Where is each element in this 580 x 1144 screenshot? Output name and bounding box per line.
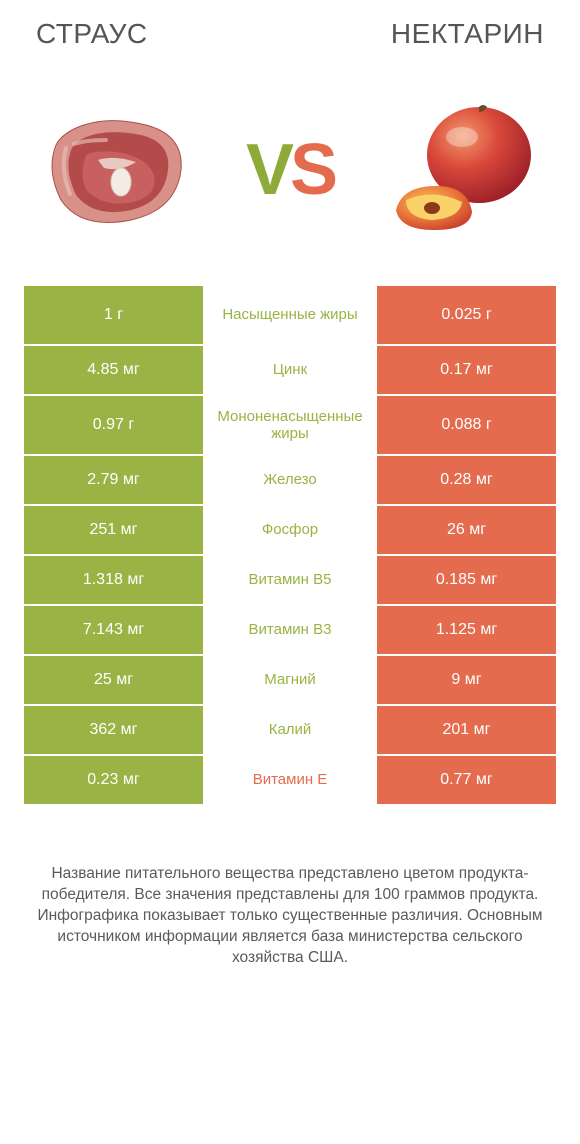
cell-left-value: 2.79 мг bbox=[24, 456, 203, 504]
cell-right-value: 0.17 мг bbox=[377, 346, 556, 394]
cell-nutrient-name: Витамин B5 bbox=[203, 556, 377, 604]
cell-left-value: 25 мг bbox=[24, 656, 203, 704]
table-row: 7.143 мгВитамин B31.125 мг bbox=[24, 606, 556, 654]
cell-left-value: 362 мг bbox=[24, 706, 203, 754]
table-row: 25 мгМагний9 мг bbox=[24, 656, 556, 704]
cell-left-value: 4.85 мг bbox=[24, 346, 203, 394]
table-row: 0.97 гМононенасыщенные жиры0.088 г bbox=[24, 396, 556, 454]
header: СТРАУС НЕКТАРИН bbox=[0, 0, 580, 60]
nectarine-icon bbox=[384, 90, 544, 250]
cell-nutrient-name: Витамин E bbox=[203, 756, 377, 804]
cell-right-value: 0.185 мг bbox=[377, 556, 556, 604]
table-row: 2.79 мгЖелезо0.28 мг bbox=[24, 456, 556, 504]
left-image bbox=[36, 90, 196, 250]
cell-right-value: 0.77 мг bbox=[377, 756, 556, 804]
cell-nutrient-name: Магний bbox=[203, 656, 377, 704]
cell-nutrient-name: Калий bbox=[203, 706, 377, 754]
cell-left-value: 0.23 мг bbox=[24, 756, 203, 804]
cell-left-value: 7.143 мг bbox=[24, 606, 203, 654]
table-row: 251 мгФосфор26 мг bbox=[24, 506, 556, 554]
heading-right: НЕКТАРИН bbox=[391, 18, 544, 50]
table-row: 0.23 мгВитамин E0.77 мг bbox=[24, 756, 556, 804]
cell-left-value: 1.318 мг bbox=[24, 556, 203, 604]
cell-nutrient-name: Цинк bbox=[203, 346, 377, 394]
footer-text: Название питательного вещества представл… bbox=[0, 804, 580, 969]
cell-left-value: 251 мг bbox=[24, 506, 203, 554]
table-row: 1.318 мгВитамин B50.185 мг bbox=[24, 556, 556, 604]
cell-right-value: 0.28 мг bbox=[377, 456, 556, 504]
cell-nutrient-name: Насыщенные жиры bbox=[203, 286, 377, 344]
table-row: 4.85 мгЦинк0.17 мг bbox=[24, 346, 556, 394]
meat-icon bbox=[36, 100, 196, 240]
images-row: VS bbox=[0, 60, 580, 286]
footer-line: Инфографика показывает только существенн… bbox=[37, 907, 467, 924]
footer-line: Все значения представлены для 100 граммо… bbox=[134, 886, 538, 903]
cell-nutrient-name: Мононенасыщенные жиры bbox=[203, 396, 377, 454]
infographic-root: СТРАУС НЕКТАРИН VS bbox=[0, 0, 580, 1144]
cell-nutrient-name: Витамин B3 bbox=[203, 606, 377, 654]
vs-s: S bbox=[290, 130, 334, 210]
cell-right-value: 0.088 г bbox=[377, 396, 556, 454]
cell-right-value: 0.025 г bbox=[377, 286, 556, 344]
vs-v: V bbox=[246, 130, 290, 210]
right-image bbox=[384, 90, 544, 250]
comparison-table: 1 гНасыщенные жиры0.025 г4.85 мгЦинк0.17… bbox=[0, 286, 580, 804]
table-row: 1 гНасыщенные жиры0.025 г bbox=[24, 286, 556, 344]
cell-left-value: 0.97 г bbox=[24, 396, 203, 454]
vs-label: VS bbox=[246, 129, 334, 211]
cell-right-value: 201 мг bbox=[377, 706, 556, 754]
table-row: 362 мгКалий201 мг bbox=[24, 706, 556, 754]
cell-right-value: 26 мг bbox=[377, 506, 556, 554]
cell-left-value: 1 г bbox=[24, 286, 203, 344]
cell-nutrient-name: Фосфор bbox=[203, 506, 377, 554]
cell-nutrient-name: Железо bbox=[203, 456, 377, 504]
cell-right-value: 1.125 мг bbox=[377, 606, 556, 654]
heading-left: СТРАУС bbox=[36, 18, 148, 50]
cell-right-value: 9 мг bbox=[377, 656, 556, 704]
